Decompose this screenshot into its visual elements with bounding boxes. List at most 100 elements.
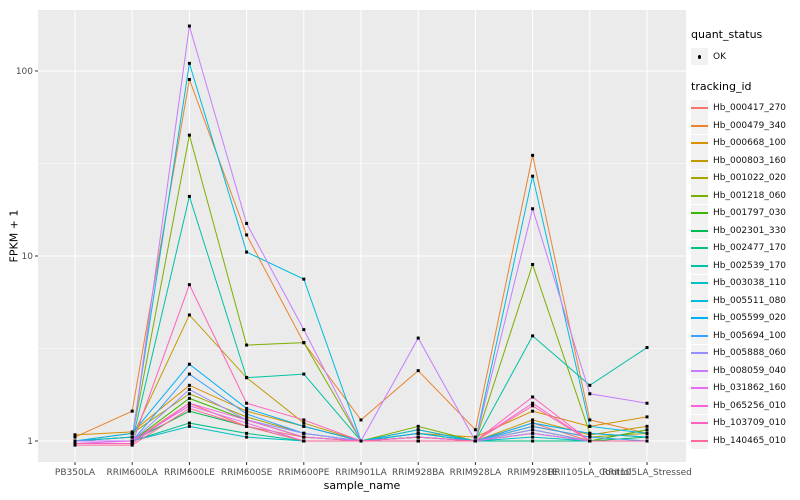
legend-line-swatch bbox=[691, 264, 708, 267]
data-point bbox=[187, 24, 191, 28]
legend-entry-Hb_103709_010: Hb_103709_010 bbox=[691, 414, 799, 433]
legend-line-swatch bbox=[691, 194, 708, 197]
legend-label: Hb_140465_010 bbox=[713, 435, 787, 446]
legend-entry-Hb_005888_060: Hb_005888_060 bbox=[691, 344, 799, 363]
data-point bbox=[73, 441, 77, 445]
y-tick-label: 10 bbox=[22, 252, 34, 262]
data-point bbox=[416, 435, 420, 439]
legend-entry-Hb_000479_340: Hb_000479_340 bbox=[691, 117, 799, 135]
legend-line-swatch bbox=[691, 142, 708, 145]
legend-line-swatch bbox=[691, 212, 708, 215]
legend-label: Hb_000803_160 bbox=[713, 155, 787, 166]
line-key-icon bbox=[691, 379, 708, 397]
legend-entry-Hb_008059_040: Hb_008059_040 bbox=[691, 362, 799, 380]
data-point bbox=[245, 424, 249, 428]
legend-entry-Hb_003038_110: Hb_003038_110 bbox=[691, 274, 799, 293]
data-point bbox=[359, 418, 363, 422]
data-point bbox=[302, 372, 306, 376]
ok-point-key bbox=[691, 48, 708, 66]
data-point bbox=[359, 439, 363, 443]
legend-entry-Hb_001797_030: Hb_001797_030 bbox=[691, 204, 799, 223]
legend-line-swatch bbox=[691, 299, 708, 302]
data-point bbox=[245, 418, 249, 422]
data-point bbox=[645, 424, 649, 428]
data-point bbox=[245, 343, 249, 347]
data-point bbox=[245, 421, 249, 425]
legend-line-swatch bbox=[691, 387, 708, 390]
data-point bbox=[130, 435, 134, 439]
quant-status-legend-title: quant_status bbox=[691, 28, 763, 41]
data-point bbox=[187, 194, 191, 198]
x-axis-title: sample_name bbox=[323, 479, 401, 492]
data-point bbox=[187, 372, 191, 376]
line-key-icon bbox=[691, 292, 708, 310]
data-point bbox=[187, 404, 191, 408]
legend: quant_status OK tracking_id Hb_000417_27… bbox=[691, 28, 799, 464]
data-point bbox=[531, 421, 535, 425]
data-point bbox=[588, 392, 592, 396]
legend-section-quant-status: quant_status OK bbox=[691, 28, 799, 66]
data-point bbox=[645, 428, 649, 432]
data-point bbox=[187, 406, 191, 410]
data-point bbox=[130, 439, 134, 443]
data-point bbox=[531, 262, 535, 266]
data-point bbox=[245, 412, 249, 416]
data-point bbox=[302, 431, 306, 435]
data-point bbox=[245, 406, 249, 410]
legend-section-tracking-id: tracking_id Hb_000417_270 Hb_000479_340 Hb… bbox=[691, 80, 799, 450]
legend-label: Hb_008059_040 bbox=[713, 365, 787, 376]
data-point bbox=[245, 409, 249, 413]
data-point bbox=[531, 395, 535, 399]
data-point bbox=[645, 435, 649, 439]
data-point bbox=[245, 401, 249, 405]
x-tick-label: PB350LA bbox=[55, 468, 96, 478]
data-point bbox=[531, 409, 535, 413]
line-key-icon bbox=[691, 344, 708, 362]
legend-label: Hb_005599_020 bbox=[713, 313, 787, 324]
data-point bbox=[416, 424, 420, 428]
legend-entry-Hb_005511_080: Hb_005511_080 bbox=[691, 292, 799, 310]
data-point bbox=[73, 439, 77, 443]
data-point bbox=[645, 415, 649, 419]
legend-label: Hb_001218_060 bbox=[713, 190, 787, 201]
legend-entry-Hb_005694_100: Hb_005694_100 bbox=[691, 327, 799, 345]
legend-line-swatch bbox=[691, 107, 708, 110]
data-point bbox=[187, 313, 191, 317]
legend-label: Hb_000479_340 bbox=[713, 120, 787, 131]
data-point bbox=[473, 439, 477, 443]
legend-entry-Hb_000417_270: Hb_000417_270 bbox=[691, 99, 799, 118]
x-tick-label: RRIM928LA bbox=[450, 468, 502, 478]
data-point bbox=[245, 431, 249, 435]
legend-label: Hb_002477_170 bbox=[713, 243, 787, 254]
legend-entry-ok: OK bbox=[691, 48, 799, 66]
legend-label: Hb_031862_160 bbox=[713, 383, 787, 394]
legend-label: Hb_103709_010 bbox=[713, 418, 787, 429]
legend-line-swatch bbox=[691, 124, 708, 127]
data-point bbox=[245, 435, 249, 439]
data-point bbox=[187, 401, 191, 405]
line-key-icon bbox=[691, 414, 708, 432]
data-point bbox=[645, 431, 649, 435]
data-point bbox=[302, 439, 306, 443]
data-point bbox=[531, 435, 535, 439]
line-key-icon bbox=[691, 362, 708, 380]
data-point bbox=[588, 418, 592, 422]
x-tick-label: RRII105LA_Control bbox=[548, 468, 631, 478]
data-point bbox=[130, 443, 134, 447]
data-point bbox=[245, 221, 249, 225]
line-key-icon bbox=[691, 169, 708, 187]
data-point bbox=[531, 207, 535, 211]
point-symbol-icon bbox=[697, 55, 702, 59]
data-point bbox=[531, 334, 535, 338]
legend-line-swatch bbox=[691, 159, 708, 162]
x-tick-label: RRIM928BA bbox=[392, 468, 445, 478]
y-tick-label: 1 bbox=[27, 437, 33, 447]
data-point bbox=[302, 421, 306, 425]
line-key-icon bbox=[691, 309, 708, 327]
data-point bbox=[473, 428, 477, 432]
legend-label: Hb_001797_030 bbox=[713, 208, 787, 219]
legend-label: Hb_005511_080 bbox=[713, 295, 787, 306]
data-point bbox=[302, 341, 306, 345]
data-point bbox=[245, 415, 249, 419]
data-point bbox=[187, 362, 191, 366]
